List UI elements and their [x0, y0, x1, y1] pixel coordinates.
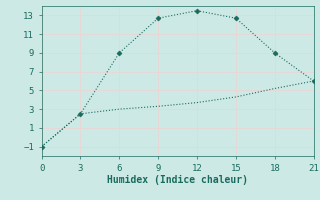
X-axis label: Humidex (Indice chaleur): Humidex (Indice chaleur) — [107, 175, 248, 185]
